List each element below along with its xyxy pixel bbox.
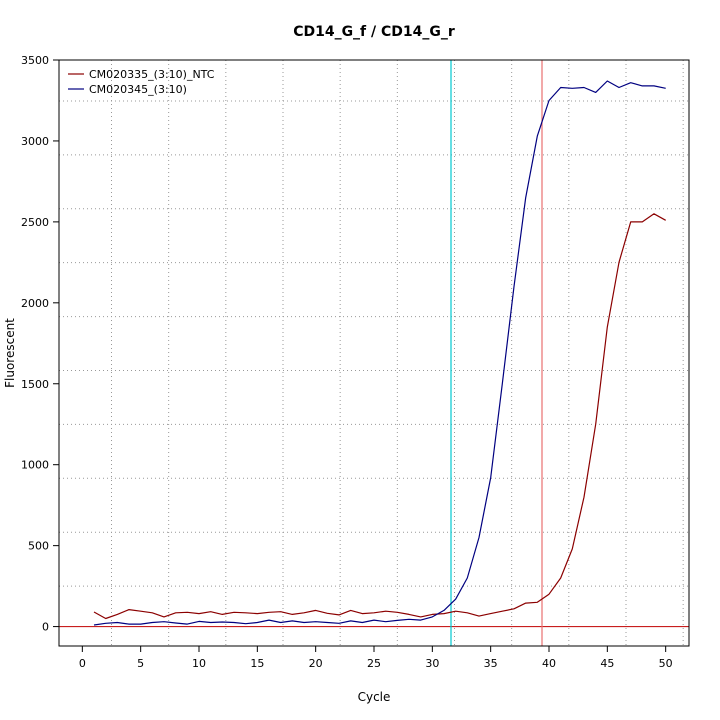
- chart-title: CD14_G_f / CD14_G_r: [293, 24, 455, 40]
- y-tick-label: 3500: [21, 54, 49, 67]
- x-tick-label: 25: [367, 657, 381, 670]
- x-tick-label: 45: [600, 657, 614, 670]
- y-tick-label: 1000: [21, 459, 49, 472]
- series-line: [93, 80, 666, 626]
- y-tick-label: 1500: [21, 378, 49, 391]
- legend-label: CM020335_(3:10)_NTC: [89, 68, 215, 81]
- series-lines: [93, 80, 666, 626]
- x-tick-label: 35: [484, 657, 498, 670]
- x-tick-label: 5: [137, 657, 144, 670]
- x-axis: 0 5 10 15 20 25 30 35 40 45 50: [79, 646, 673, 670]
- x-axis-label: Cycle: [358, 690, 391, 704]
- x-tick-label: 20: [309, 657, 323, 670]
- y-tick-label: 0: [42, 621, 49, 634]
- x-tick-label: 10: [192, 657, 206, 670]
- legend-label: CM020345_(3:10): [89, 83, 187, 96]
- x-tick-label: 30: [425, 657, 439, 670]
- y-axis: 0 500 1000 1500 2000 2500 3000 3500: [21, 54, 59, 634]
- y-tick-label: 2000: [21, 297, 49, 310]
- x-tick-label: 0: [79, 657, 86, 670]
- y-tick-label: 2500: [21, 216, 49, 229]
- grid-lines: [59, 60, 689, 646]
- y-axis-label: Fluorescent: [3, 318, 17, 388]
- series-line: [93, 213, 666, 620]
- y-tick-label: 500: [28, 540, 49, 553]
- reference-lines: [59, 60, 689, 646]
- x-tick-label: 15: [250, 657, 264, 670]
- y-tick-label: 3000: [21, 135, 49, 148]
- legend: CM020335_(3:10)_NTC CM020345_(3:10): [68, 68, 215, 96]
- x-tick-label: 50: [659, 657, 673, 670]
- x-tick-label: 40: [542, 657, 556, 670]
